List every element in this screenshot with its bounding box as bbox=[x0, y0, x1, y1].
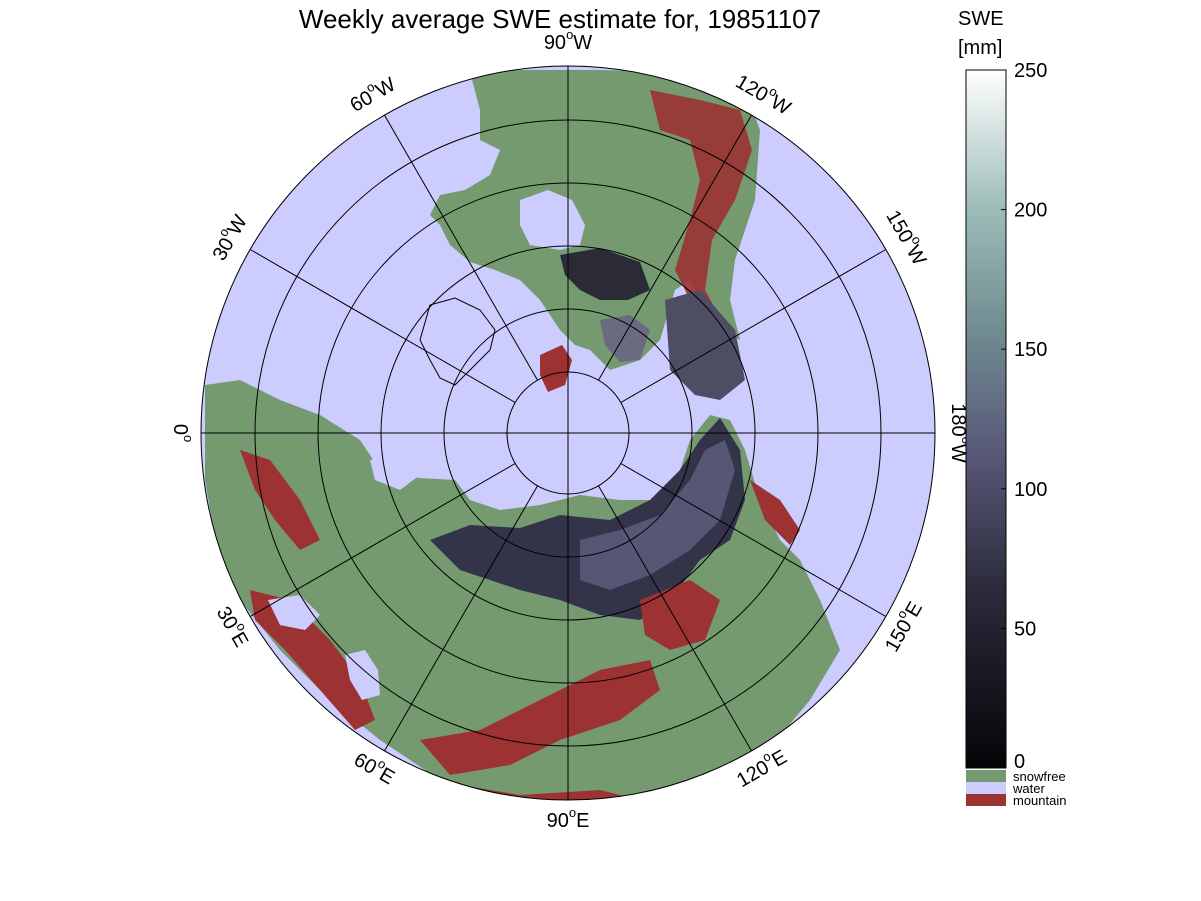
longitude-label: 90oE bbox=[547, 805, 590, 832]
meridian-line bbox=[249, 463, 516, 617]
meridian-line bbox=[598, 114, 752, 381]
graticule bbox=[200, 65, 936, 801]
degree-symbol: o bbox=[569, 805, 576, 820]
meridian-line bbox=[249, 249, 516, 403]
land-layer bbox=[205, 70, 840, 800]
central-asia-mountains bbox=[420, 660, 660, 775]
meridian-line bbox=[620, 463, 887, 617]
arctic-islands-snow bbox=[600, 315, 650, 362]
north-america-landmass bbox=[430, 70, 760, 370]
longitude-label: 0o bbox=[169, 424, 196, 442]
colorbar-tick-label: 0 bbox=[1014, 751, 1025, 773]
meridians bbox=[201, 66, 935, 800]
meridian-line bbox=[598, 485, 752, 752]
siberia-snow-deep bbox=[580, 440, 735, 590]
meridian-line bbox=[384, 114, 538, 381]
caspian-sea bbox=[345, 650, 380, 700]
map-title: Weekly average SWE estimate for, 1985110… bbox=[298, 4, 822, 34]
map-boundary bbox=[200, 65, 936, 801]
arctic-islands bbox=[560, 248, 650, 300]
category-label-mountain: mountain bbox=[1013, 793, 1066, 808]
black-sea bbox=[268, 595, 320, 630]
category-swatch-water bbox=[966, 782, 1006, 794]
hudson-bay bbox=[520, 190, 585, 250]
colorbar: SWE [mm] 0 50 100 150 200 250 snowfreewatermo… bbox=[958, 8, 1066, 808]
degree-symbol: o bbox=[566, 27, 573, 42]
greenland bbox=[419, 297, 496, 386]
colorbar-tick-label: 150 bbox=[1014, 339, 1047, 361]
category-swatch-snowfree bbox=[966, 770, 1006, 782]
colorbar-title: SWE bbox=[958, 8, 1004, 30]
siberia-snow bbox=[430, 418, 745, 620]
baffin-mountain bbox=[540, 345, 572, 392]
colorbar-tick-label: 100 bbox=[1014, 479, 1047, 501]
kamchatka-mountains bbox=[750, 480, 800, 545]
east-siberia-mountains bbox=[640, 580, 720, 650]
europe-mountains bbox=[240, 450, 320, 550]
meridian-line bbox=[384, 485, 538, 752]
category-swatch-mountain bbox=[966, 794, 1006, 806]
colorbar-ticks: 0 50 100 150 200 250 bbox=[1001, 60, 1047, 773]
white-sea bbox=[370, 455, 420, 490]
colorbar-gradient bbox=[965, 69, 1007, 769]
longitude-label: 90oW bbox=[544, 27, 592, 54]
longitude-label: 180oW bbox=[947, 403, 974, 463]
longitude-label: 30oW bbox=[205, 209, 252, 264]
alaska-snow bbox=[665, 290, 745, 400]
colorbar-tick-label: 50 bbox=[1014, 618, 1036, 640]
colorbar-unit: [mm] bbox=[958, 37, 1002, 59]
colorbar-tick-label: 200 bbox=[1014, 200, 1047, 222]
colorbar-tick-label: 250 bbox=[1014, 60, 1047, 82]
category-label-snowfree: snowfree bbox=[1013, 769, 1066, 784]
degree-symbol: o bbox=[181, 435, 196, 442]
category-label-water: water bbox=[1012, 781, 1045, 796]
meridian-line bbox=[620, 249, 887, 403]
longitude-label: 60oW bbox=[344, 70, 399, 117]
